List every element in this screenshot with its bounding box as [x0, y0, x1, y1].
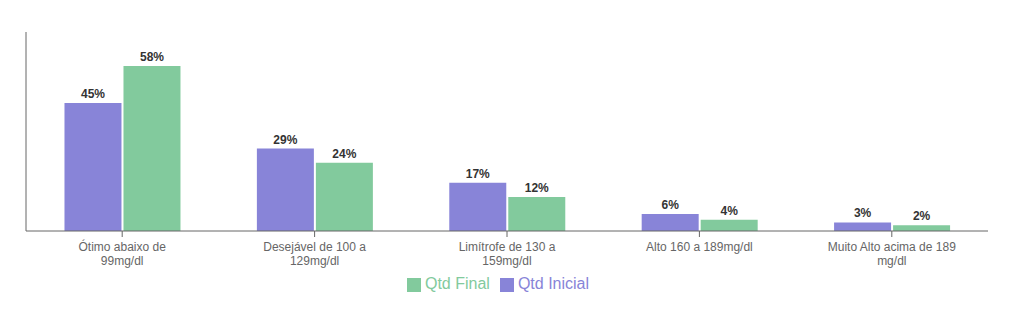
svg-text:3%: 3%: [854, 206, 872, 220]
svg-text:45%: 45%: [81, 87, 105, 101]
svg-text:Ótimo abaixo de99mg/dl: Ótimo abaixo de99mg/dl: [79, 239, 167, 268]
svg-text:24%: 24%: [332, 147, 356, 161]
svg-text:Desejável de 100 a129mg/dl: Desejável de 100 a129mg/dl: [263, 240, 366, 268]
html-text:Qtd Final: Qtd Final: [425, 275, 490, 292]
svg-text:12%: 12%: [525, 181, 549, 195]
svg-text:Limítrofe de 130 a159mg/dl: Limítrofe de 130 a159mg/dl: [459, 240, 556, 268]
svg-text:Alto 160 a 189mg/dl: Alto 160 a 189mg/dl: [646, 240, 753, 254]
svg-text:17%: 17%: [466, 167, 490, 181]
svg-text:4%: 4%: [721, 204, 739, 218]
html-text:Qtd Inicial: Qtd Inicial: [517, 275, 589, 292]
svg-text:2%: 2%: [913, 209, 931, 223]
svg-text:29%: 29%: [273, 133, 297, 147]
svg-text:58%: 58%: [140, 50, 164, 64]
svg-text:Muito Alto acima de 189mg/dl: Muito Alto acima de 189mg/dl: [828, 240, 956, 268]
svg-text:6%: 6%: [662, 198, 680, 212]
